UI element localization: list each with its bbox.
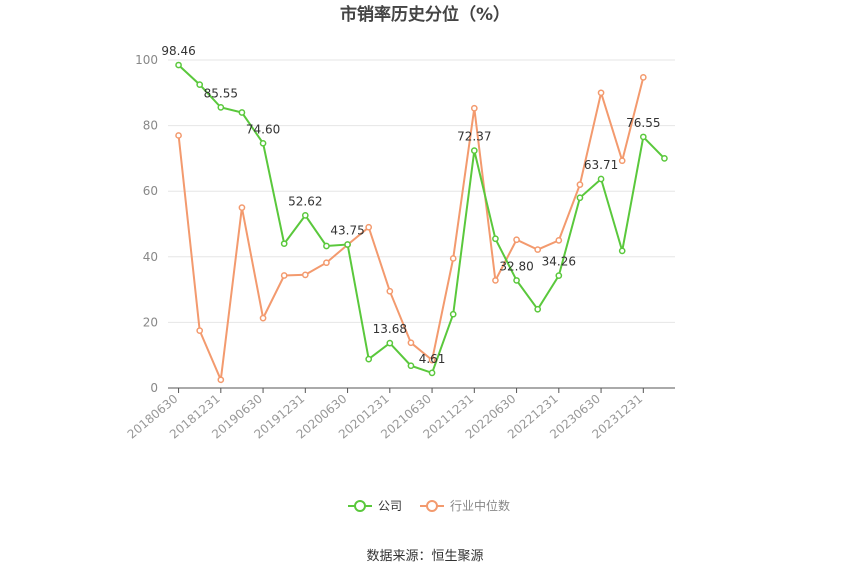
data-point <box>217 376 225 384</box>
data-label: 34.26 <box>542 255 576 269</box>
data-label: 32.80 <box>499 259 533 273</box>
series-group <box>175 61 668 384</box>
data-point <box>323 242 330 250</box>
y-axis-ticks: 0 20 40 60 80 100 <box>135 53 158 395</box>
data-point <box>639 74 647 81</box>
data-point <box>449 255 457 262</box>
data-point <box>386 339 394 347</box>
data-point <box>597 89 605 97</box>
data-label: 76.55 <box>626 116 660 130</box>
data-point <box>513 277 520 284</box>
legend-marker-icon <box>426 500 438 512</box>
data-point <box>639 133 647 141</box>
data-point <box>280 240 288 248</box>
data-point <box>513 236 520 244</box>
data-point <box>470 147 478 154</box>
data-point <box>259 314 267 322</box>
data-point <box>365 355 373 363</box>
series-0 <box>175 61 668 377</box>
series-1 <box>175 74 647 384</box>
data-point <box>428 369 436 377</box>
data-label: 52.62 <box>288 194 322 208</box>
data-point <box>492 277 499 284</box>
data-point <box>555 272 563 279</box>
data-point <box>492 235 499 243</box>
y-tick-label: 100 <box>135 53 158 67</box>
legend-marker-icon <box>354 500 366 512</box>
data-point <box>597 175 605 183</box>
data-point <box>365 223 373 231</box>
data-label: 72.37 <box>457 130 491 144</box>
y-tick-label: 0 <box>150 381 158 395</box>
data-point <box>407 339 415 347</box>
y-tick-label: 40 <box>143 250 158 264</box>
y-tick-label: 60 <box>143 184 158 198</box>
y-tick-label: 20 <box>143 315 158 329</box>
data-label: 63.71 <box>584 158 618 172</box>
data-point <box>555 237 563 244</box>
data-point <box>217 104 225 111</box>
data-point <box>576 181 584 188</box>
data-label: 13.68 <box>373 322 407 336</box>
data-point <box>259 139 267 147</box>
data-point <box>301 212 309 219</box>
chart-title: 市销率历史分位（%） <box>340 4 510 25</box>
series-line <box>177 64 666 375</box>
data-label: 98.46 <box>161 44 195 58</box>
data-label: 4.61 <box>419 352 446 366</box>
grid-lines <box>168 59 675 323</box>
data-point <box>534 246 542 253</box>
x-axis: 2018063020181231201906302019123120200630… <box>125 387 675 442</box>
data-label: 85.55 <box>204 86 238 100</box>
legend-label: 公司 <box>378 499 402 513</box>
data-point <box>386 287 394 295</box>
data-point <box>618 157 626 165</box>
data-point <box>428 356 436 364</box>
data-point <box>175 61 182 69</box>
data-point <box>238 109 246 116</box>
data-point <box>196 81 204 88</box>
data-point <box>618 247 626 255</box>
data-point <box>175 132 182 139</box>
data-point <box>661 155 668 162</box>
data-point <box>238 204 246 211</box>
data-label: 74.60 <box>246 122 280 136</box>
data-point <box>576 194 584 202</box>
data-point <box>280 272 288 279</box>
data-point <box>301 271 309 279</box>
data-point <box>407 362 415 370</box>
data-point <box>323 259 330 267</box>
data-point <box>470 104 478 112</box>
data-labels: 98.46 85.55 74.60 52.62 43.75 13.68 4.61 72.37 3… <box>161 44 660 366</box>
data-point <box>344 241 351 248</box>
data-label: 43.75 <box>330 224 364 238</box>
legend-label: 行业中位数 <box>450 498 510 513</box>
y-tick-label: 80 <box>143 119 158 133</box>
legend[interactable]: 公司 行业中位数 <box>348 498 510 513</box>
data-point <box>449 310 457 318</box>
source-note: 数据来源：恒生聚源 <box>366 549 483 564</box>
data-point <box>196 327 204 334</box>
legend-item-1[interactable]: 行业中位数 <box>420 498 510 513</box>
data-point <box>534 305 542 313</box>
legend-item-0[interactable]: 公司 <box>348 499 402 513</box>
